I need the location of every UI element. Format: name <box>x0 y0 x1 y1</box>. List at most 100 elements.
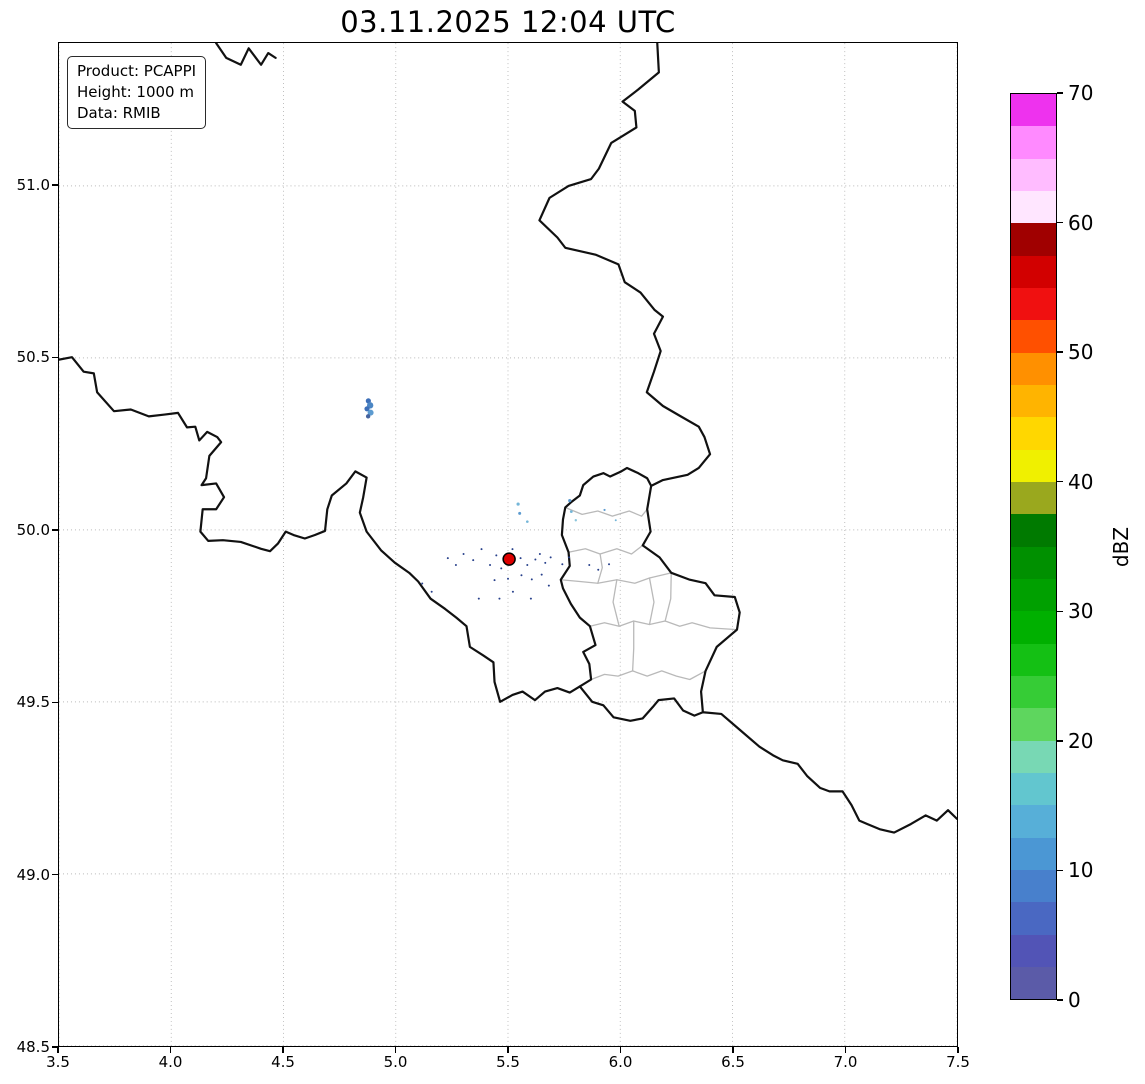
colorbar-segment <box>1011 190 1056 224</box>
colorbar-segment <box>1011 223 1056 256</box>
country-border-be-lu-west <box>559 466 653 688</box>
y-tick-mark <box>52 184 58 186</box>
radar-echo-speck <box>547 584 550 587</box>
radar-echo-speck <box>519 557 522 560</box>
radar-echo-speck <box>530 578 533 581</box>
radar-echo <box>569 510 573 514</box>
colorbar-segment <box>1011 966 1056 1000</box>
radar-echo-speck <box>540 573 543 576</box>
radar-echo <box>365 398 371 404</box>
x-tick-label: 3.5 <box>46 1053 70 1071</box>
colorbar-tick-label: 10 <box>1068 858 1094 883</box>
radar-echo-speck <box>489 563 492 566</box>
colorbar-segment <box>1011 287 1056 321</box>
country-border-nl-de-be-lu-east-fr-de <box>538 43 957 834</box>
canton-border <box>631 620 635 672</box>
x-tick-label: 6.0 <box>608 1053 633 1071</box>
x-tick-mark <box>957 1047 959 1053</box>
colorbar-segment <box>1011 772 1056 806</box>
colorbar-segment <box>1011 934 1056 967</box>
colorbar-segment <box>1011 94 1056 127</box>
colorbar-tick-label: 0 <box>1068 988 1081 1012</box>
radar-echo-speck <box>511 548 514 551</box>
colorbar-segment <box>1011 837 1056 870</box>
y-tick-mark <box>52 529 58 531</box>
map-plot <box>58 42 958 1047</box>
y-tick-label: 48.5 <box>16 1038 50 1056</box>
canton-border <box>590 670 707 681</box>
radar-echo-speck <box>608 563 611 566</box>
x-tick-label: 6.5 <box>721 1053 745 1071</box>
x-tick-label: 4.5 <box>271 1053 295 1071</box>
radar-echo-speck <box>446 557 449 560</box>
radar-echo-speck <box>498 597 501 600</box>
colorbar-tick-mark <box>1057 869 1063 872</box>
colorbar-tick-mark <box>1057 610 1063 612</box>
y-tick-label: 49.0 <box>16 865 50 884</box>
colorbar-segment <box>1011 255 1056 288</box>
radar-echo-speck <box>430 590 433 593</box>
country-border-be-nl-north <box>215 43 277 66</box>
radar-echo-speck <box>520 574 523 577</box>
colorbar-segment <box>1011 320 1056 353</box>
radar-echo-speck <box>421 582 424 585</box>
canton-border <box>664 572 672 622</box>
x-tick-label: 7.0 <box>833 1053 858 1071</box>
radar-echo <box>365 414 371 419</box>
colorbar <box>1010 93 1057 1000</box>
x-tick-label: 4.0 <box>158 1053 183 1071</box>
colorbar-segment <box>1011 514 1056 547</box>
info-height-line: Height: 1000 m <box>77 83 194 101</box>
info-product-line: Product: PCAPPI <box>77 62 197 80</box>
x-tick-mark <box>507 1047 509 1053</box>
radar-echo <box>603 508 606 512</box>
product-info-box: Product: PCAPPI Height: 1000 m Data: RMI… <box>67 56 207 129</box>
colorbar-segment <box>1011 158 1056 191</box>
colorbar-segment <box>1011 643 1056 676</box>
radar-echo-speck <box>511 590 514 593</box>
y-tick-mark <box>52 1046 58 1048</box>
colorbar-tick-label: 60 <box>1068 210 1094 235</box>
y-tick-label: 50.5 <box>16 348 50 367</box>
x-tick-mark <box>57 1047 59 1053</box>
radar-echo-speck <box>462 552 465 555</box>
radar-echo-speck <box>561 563 564 566</box>
x-tick-label: 5.5 <box>496 1053 520 1071</box>
colorbar-tick-mark <box>1057 92 1063 94</box>
y-tick-mark <box>52 356 58 359</box>
colorbar-tick-label: 70 <box>1068 81 1094 105</box>
colorbar-segment <box>1011 481 1056 515</box>
radar-echo <box>518 511 522 515</box>
radar-echo-speck <box>500 567 503 570</box>
canton-border <box>648 577 655 626</box>
colorbar-segment <box>1011 352 1056 385</box>
radar-echo-speck <box>534 558 537 561</box>
colorbar-segment <box>1011 740 1056 773</box>
y-tick-label: 51.0 <box>16 176 50 195</box>
y-tick-label: 49.5 <box>16 693 50 712</box>
radar-echo-speck <box>568 556 571 559</box>
radar-echo-speck <box>495 554 498 557</box>
radar-echo-speck <box>529 597 532 600</box>
x-tick-label: 5.0 <box>383 1053 408 1071</box>
y-tick-label: 50.0 <box>16 520 50 539</box>
colorbar-segment <box>1011 675 1056 709</box>
x-tick-mark <box>732 1047 734 1053</box>
radar-echo-speck <box>493 579 496 582</box>
x-tick-mark <box>394 1047 397 1053</box>
colorbar-segment <box>1011 417 1056 450</box>
country-border-fr-be-lu-south <box>59 356 704 722</box>
canton-border <box>612 579 620 627</box>
radar-echo-speck <box>597 568 600 571</box>
colorbar-segment <box>1011 902 1056 935</box>
radar-echo-speck <box>549 556 552 559</box>
colorbar-segment <box>1011 126 1056 159</box>
canton-border <box>564 506 648 517</box>
canton-border <box>567 544 644 555</box>
x-tick-mark <box>282 1047 284 1053</box>
radar-echo <box>614 519 617 522</box>
x-tick-label: 7.5 <box>946 1053 970 1071</box>
radar-echo-speck <box>480 548 483 551</box>
colorbar-tick-label: 50 <box>1068 340 1094 365</box>
